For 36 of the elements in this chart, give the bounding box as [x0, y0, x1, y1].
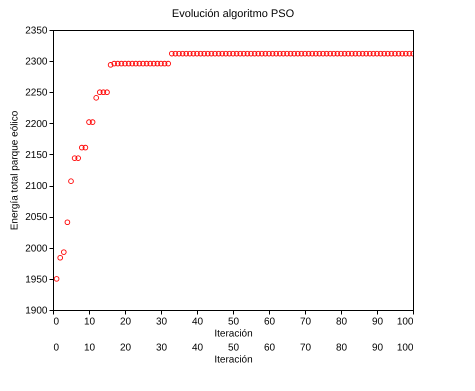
y-tick-label: 1900 — [25, 306, 48, 316]
x2-tick-label: 0 — [54, 342, 60, 354]
x-tick-label: 30 — [156, 316, 168, 328]
x2-tick-label: 70 — [300, 342, 312, 354]
x-tick-label: 90 — [372, 316, 384, 328]
x-tick-label: 60 — [264, 316, 276, 328]
y-tick-label: 2350 — [25, 26, 48, 36]
x-tick-label: 70 — [300, 316, 312, 328]
y-tick-label: 1950 — [25, 274, 48, 286]
x-tick-label: 80 — [336, 316, 348, 328]
x-tick-label: 10 — [84, 316, 96, 328]
y-axis-title: Energía total parque eólico — [9, 110, 20, 230]
x2-tick-label: 80 — [336, 342, 348, 354]
chart-title: Evolución algoritmo PSO — [172, 8, 295, 20]
y-tick-label: 2000 — [25, 243, 48, 254]
x2-tick-label: 40 — [192, 342, 204, 354]
x-tick-label: 0 — [54, 316, 60, 328]
y-tick-label: 2050 — [25, 212, 48, 224]
y-tick-label: 2100 — [25, 181, 48, 192]
x-tick-label: 20 — [120, 316, 132, 328]
x2-tick-label: 10 — [84, 342, 96, 354]
x2-tick-label: 90 — [372, 342, 384, 354]
x-tick-label: 50 — [228, 316, 240, 328]
y-tick-label: 2300 — [25, 56, 48, 68]
x2-axis-title: Iteración — [214, 354, 253, 366]
x2-tick-label: 60 — [264, 342, 276, 354]
x-tick-label: 40 — [192, 316, 204, 328]
x2-tick-label: 30 — [156, 342, 168, 354]
x2-tick-label: 50 — [228, 342, 240, 354]
x2-tick-label: 20 — [120, 342, 132, 354]
x-tick-label: 100 — [396, 316, 414, 328]
y-tick-label: 2150 — [25, 150, 48, 161]
y-tick-label: 2200 — [25, 118, 48, 130]
x2-tick-label: 100 — [396, 342, 414, 354]
x-axis-title: Iteración — [214, 328, 253, 340]
y-tick-label: 2250 — [25, 88, 48, 99]
